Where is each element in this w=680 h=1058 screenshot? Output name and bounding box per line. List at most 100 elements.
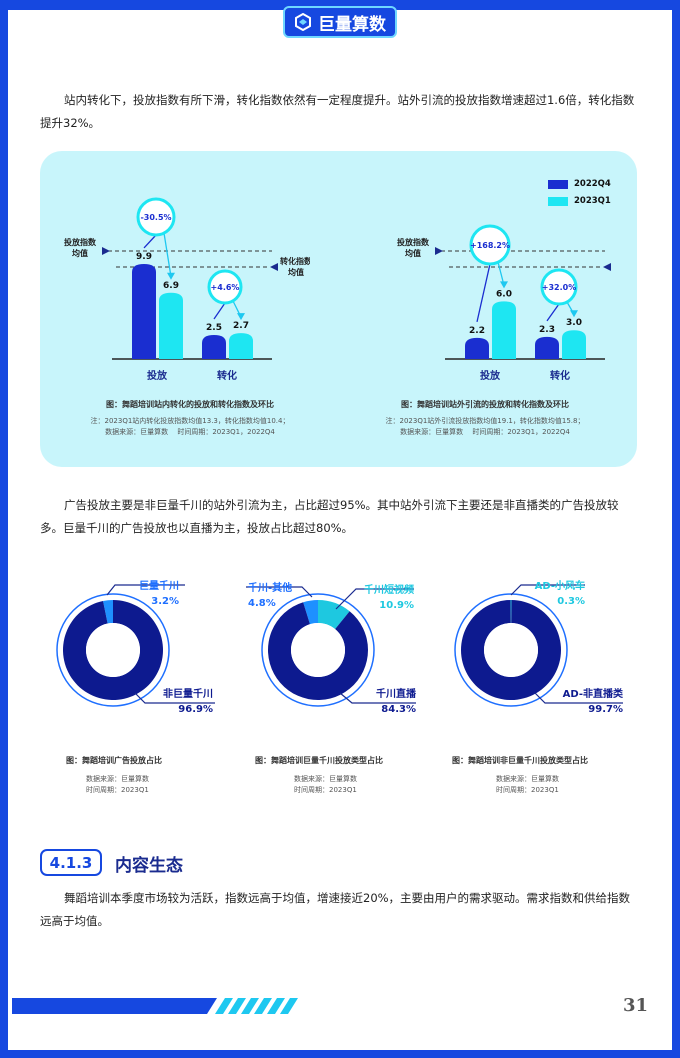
logo: 巨量算数 xyxy=(283,6,397,38)
change-connector-left xyxy=(546,303,560,322)
bar-value-label: 2.7 xyxy=(233,321,249,331)
bar-value-label: 6.0 xyxy=(496,289,512,299)
note-pie-2-source: 数据来源：巨量算数 xyxy=(294,775,357,783)
donut-outer-ring xyxy=(56,593,170,707)
bar xyxy=(465,337,489,359)
bar-value-label: 2.3 xyxy=(539,325,555,335)
paragraph-1: 站内转化下，投放指数有所下滑，转化指数依然有一定程度提升。站外引流的投放指数增速… xyxy=(40,93,635,130)
caption-pie-3: 图：舞蹈培训非巨量千川投放类型占比 xyxy=(452,756,588,765)
slice-value: 4.8% xyxy=(248,598,276,609)
avg-marker-right xyxy=(603,263,611,271)
bar-value-label: 2.5 xyxy=(206,323,222,333)
legend-swatch-q1 xyxy=(548,196,568,206)
change-arrow xyxy=(167,272,175,280)
slice-value: 0.3% xyxy=(557,596,585,607)
donut-slice xyxy=(103,600,113,624)
change-connector-left xyxy=(213,302,226,320)
donut-hole xyxy=(291,623,345,677)
slice-label: 千川-其他 xyxy=(248,581,292,594)
bar-value-label: 6.9 xyxy=(163,281,179,291)
bar-chart-offsite: 投放指数均值转化指数均值2.26.0投放+168.2%2.33.0转化+32.0… xyxy=(397,224,611,382)
slice-value: 99.7% xyxy=(588,704,623,715)
caption-offsite: 图：舞蹈培训站外引流的投放和转化指数及环比 xyxy=(401,400,569,409)
note-pie-1-source: 数据来源：巨量算数 xyxy=(86,775,149,783)
legend-item-q1: 2023Q1 xyxy=(548,196,611,206)
logo-icon xyxy=(295,13,311,31)
donut-chart-ad-share: 巨量千川 3.2% 非巨量千川 96.9% xyxy=(56,579,215,715)
change-label: -30.5% xyxy=(140,213,171,222)
change-bubble xyxy=(469,224,511,266)
note-pie-1-period: 时间周期：2023Q1 xyxy=(86,786,149,794)
section-number: 4.1.3 xyxy=(40,849,102,876)
legend-label-q1: 2023Q1 xyxy=(574,196,611,206)
avg-label-left-2: 均值 xyxy=(72,248,88,258)
slice-value: 3.2% xyxy=(151,596,179,607)
paragraph-2: 广告投放主要是非巨量千川的站外引流为主，占比超过95%。其中站外引流下主要还是非… xyxy=(40,498,619,535)
legend-label-q4: 2022Q4 xyxy=(574,179,611,189)
change-bubble xyxy=(207,269,243,305)
leader-line xyxy=(339,692,416,704)
bar-charts-panel: 2022Q4 2023Q1 投放指数 均值 转化指数 均值 9.9 6.9 投放 -30.5%… xyxy=(40,151,637,467)
avg-label-left-1: 投放指数 xyxy=(397,237,430,247)
leader-line xyxy=(246,586,313,598)
bar xyxy=(132,263,156,359)
bar xyxy=(229,333,253,359)
avg-label-right-2: 均值 xyxy=(288,267,304,277)
donut-slice xyxy=(62,600,163,700)
category-label: 投放 xyxy=(480,369,501,382)
donut-chart-qianchuan-type: 千川-其他 4.8% 千川短视频 10.9% 千川直播 84.3% xyxy=(246,581,417,715)
leader-line xyxy=(510,584,585,596)
avg-label-right-1: 转化指数 xyxy=(280,256,310,266)
change-label: +168.2% xyxy=(470,241,510,250)
leader-line xyxy=(134,692,215,704)
slice-value: 10.9% xyxy=(379,600,414,611)
note-onsite-2: 数据来源：巨量算数 时间周期：2023Q1，2022Q4 xyxy=(105,428,275,436)
change-arrow xyxy=(500,281,508,289)
change-bubble xyxy=(136,197,176,237)
donut-outer-ring xyxy=(454,593,568,707)
slice-label: 巨量千川 xyxy=(139,579,179,592)
slice-value: 96.9% xyxy=(178,704,213,715)
category-label: 转化 xyxy=(217,369,237,382)
change-arrow xyxy=(237,313,245,321)
change-connector-right xyxy=(163,232,172,277)
avg-marker-left xyxy=(435,247,443,255)
note-onsite-1: 注：2023Q1站内转化投放指数均值13.3，转化指数均值10.4； xyxy=(90,417,290,425)
slice-label: 千川直播 xyxy=(376,687,417,700)
change-arrow xyxy=(570,310,578,318)
slice-label: AD-非直播类 xyxy=(563,687,623,700)
donut-hole xyxy=(86,623,140,677)
slice-label: AD-小风车 xyxy=(535,579,585,592)
note-pie-2-period: 时间周期：2023Q1 xyxy=(294,786,357,794)
bar xyxy=(492,301,516,359)
donut-outer-ring xyxy=(261,593,375,707)
slice-label: 千川短视频 xyxy=(364,583,414,596)
donut-chart-non-qianchuan-type: AD-小风车 0.3% AD-非直播类 99.7% xyxy=(454,579,623,715)
change-connector-left xyxy=(476,263,491,323)
note-offsite-1: 注：2023Q1站外引流投放指数均值19.1，转化指数均值15.8； xyxy=(385,417,585,425)
note-offsite-2: 数据来源：巨量算数 时间周期：2023Q1，2022Q4 xyxy=(400,428,570,436)
avg-marker-left xyxy=(102,247,110,255)
change-label: +4.6% xyxy=(211,283,240,292)
category-label: 转化 xyxy=(550,369,570,382)
slice-label: 非巨量千川 xyxy=(163,687,213,700)
donut-slice xyxy=(318,600,350,630)
note-pie-3-period: 时间周期：2023Q1 xyxy=(496,786,559,794)
donut-slice xyxy=(268,602,368,700)
avg-label-left-1: 投放指数 xyxy=(64,237,97,247)
change-label: +32.0% xyxy=(542,283,576,292)
bar-value-label: 9.9 xyxy=(136,252,152,262)
donut-slice xyxy=(461,600,561,700)
avg-marker-right xyxy=(270,263,278,271)
category-label: 投放 xyxy=(147,369,168,382)
change-bubble xyxy=(540,268,578,306)
legend-item-q4: 2022Q4 xyxy=(548,179,611,189)
paragraph-3: 舞蹈培训本季度市场较为活跃，指数远高于均值，增速接近20%，主要由用户的需求驱动… xyxy=(40,891,631,928)
slice-value: 84.3% xyxy=(381,704,416,715)
bar xyxy=(562,330,586,359)
donut-hole xyxy=(484,623,538,677)
bar xyxy=(159,292,183,359)
legend-swatch-q4 xyxy=(548,179,568,189)
